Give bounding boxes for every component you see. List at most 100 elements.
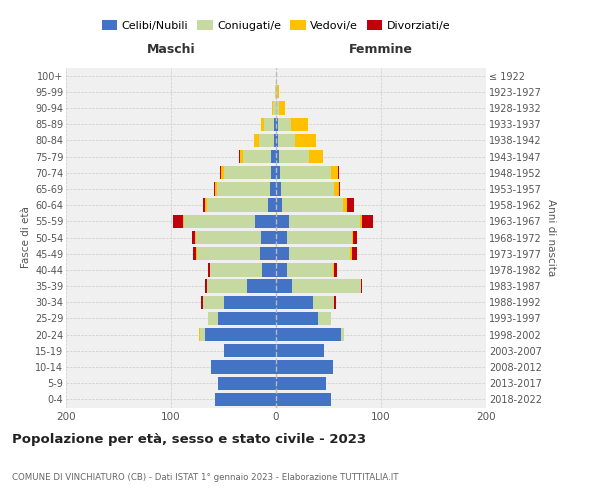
- Bar: [205, 198, 206, 212]
- Bar: [362, 214, 373, 228]
- Bar: [247, 280, 276, 292]
- Bar: [197, 247, 260, 260]
- Bar: [276, 344, 325, 358]
- Bar: [239, 150, 240, 163]
- Bar: [244, 150, 271, 163]
- Bar: [182, 214, 184, 228]
- Bar: [208, 263, 210, 276]
- Bar: [276, 150, 279, 163]
- Bar: [262, 118, 265, 131]
- Bar: [295, 134, 316, 147]
- Bar: [279, 150, 308, 163]
- Bar: [289, 214, 360, 228]
- Bar: [331, 166, 338, 179]
- Bar: [360, 214, 362, 228]
- Bar: [276, 263, 287, 276]
- Bar: [196, 231, 262, 244]
- Bar: [289, 247, 349, 260]
- Bar: [276, 296, 313, 309]
- Y-axis label: Anni di nascita: Anni di nascita: [546, 199, 556, 276]
- Bar: [276, 85, 277, 98]
- Bar: [208, 312, 218, 325]
- Bar: [276, 182, 281, 196]
- Bar: [276, 166, 280, 179]
- Bar: [272, 102, 273, 114]
- Bar: [203, 296, 223, 309]
- Text: COMUNE DI VINCHIATURO (CB) - Dati ISTAT 1° gennaio 2023 - Elaborazione TUTTITALI: COMUNE DI VINCHIATURO (CB) - Dati ISTAT …: [12, 473, 398, 482]
- Bar: [276, 280, 292, 292]
- Bar: [279, 102, 286, 114]
- Bar: [220, 166, 221, 179]
- Bar: [192, 231, 195, 244]
- Bar: [274, 134, 276, 147]
- Bar: [276, 102, 279, 114]
- Bar: [287, 231, 352, 244]
- Bar: [287, 263, 332, 276]
- Bar: [349, 247, 352, 260]
- Bar: [352, 231, 353, 244]
- Bar: [276, 393, 331, 406]
- Text: Popolazione per età, sesso e stato civile - 2023: Popolazione per età, sesso e stato civil…: [12, 432, 366, 446]
- Bar: [332, 263, 334, 276]
- Bar: [276, 198, 283, 212]
- Bar: [207, 198, 268, 212]
- Bar: [223, 166, 271, 179]
- Bar: [206, 280, 247, 292]
- Bar: [334, 182, 339, 196]
- Bar: [347, 198, 354, 212]
- Bar: [274, 118, 276, 131]
- Bar: [292, 280, 361, 292]
- Bar: [353, 231, 357, 244]
- Bar: [361, 280, 362, 292]
- Bar: [283, 198, 343, 212]
- Bar: [200, 328, 205, 342]
- Bar: [203, 198, 205, 212]
- Bar: [205, 328, 276, 342]
- Bar: [193, 247, 196, 260]
- Bar: [276, 247, 289, 260]
- Bar: [278, 118, 291, 131]
- Bar: [254, 134, 259, 147]
- Bar: [275, 85, 276, 98]
- Text: Maschi: Maschi: [146, 43, 196, 56]
- Bar: [271, 150, 276, 163]
- Bar: [276, 231, 287, 244]
- Bar: [211, 360, 276, 374]
- Bar: [262, 231, 276, 244]
- Text: Femmine: Femmine: [349, 43, 413, 56]
- Bar: [265, 118, 274, 131]
- Bar: [338, 166, 339, 179]
- Bar: [290, 118, 308, 131]
- Bar: [217, 182, 270, 196]
- Bar: [313, 296, 334, 309]
- Bar: [334, 263, 337, 276]
- Bar: [210, 263, 262, 276]
- Bar: [271, 166, 276, 179]
- Bar: [343, 198, 347, 212]
- Bar: [276, 360, 332, 374]
- Bar: [218, 312, 276, 325]
- Bar: [273, 102, 276, 114]
- Bar: [276, 328, 341, 342]
- Bar: [278, 134, 295, 147]
- Bar: [276, 376, 326, 390]
- Bar: [270, 182, 276, 196]
- Bar: [255, 214, 276, 228]
- Y-axis label: Fasce di età: Fasce di età: [20, 206, 31, 268]
- Legend: Celibi/Nubili, Coniugati/e, Vedovi/e, Divorziati/e: Celibi/Nubili, Coniugati/e, Vedovi/e, Di…: [97, 16, 455, 35]
- Bar: [215, 393, 276, 406]
- Bar: [259, 134, 274, 147]
- Bar: [173, 214, 182, 228]
- Bar: [223, 344, 276, 358]
- Bar: [276, 214, 289, 228]
- Bar: [277, 85, 279, 98]
- Bar: [308, 150, 323, 163]
- Bar: [218, 376, 276, 390]
- Bar: [223, 296, 276, 309]
- Bar: [281, 182, 334, 196]
- Bar: [221, 166, 223, 179]
- Bar: [341, 328, 344, 342]
- Bar: [205, 280, 206, 292]
- Bar: [260, 247, 276, 260]
- Bar: [202, 296, 203, 309]
